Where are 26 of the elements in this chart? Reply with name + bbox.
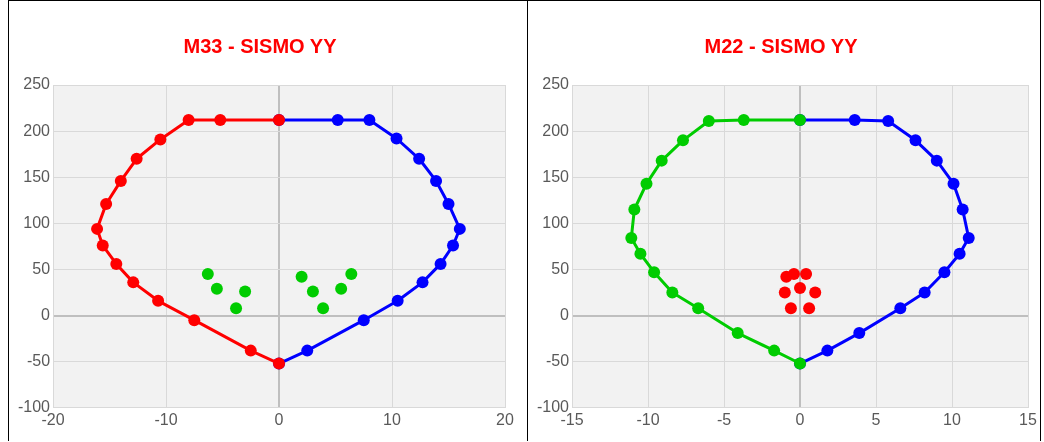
y-tick-label: 250 [542, 75, 570, 93]
y-tick-label: 150 [542, 167, 570, 185]
x-tick-label: 20 [496, 410, 514, 428]
y-tick-label: 100 [542, 213, 570, 231]
y-tick-label: -50 [545, 352, 570, 370]
x-tick-label: 0 [274, 410, 284, 428]
y-tick-label: 50 [32, 259, 51, 277]
x-tick-label: 15 [1019, 410, 1037, 428]
y-tick-label: 0 [560, 305, 570, 323]
y-tick-label: 50 [551, 259, 570, 277]
chart-title: M33 - SISMO YY [183, 34, 338, 57]
y-tick-label: 150 [23, 167, 51, 185]
y-tick-label: 250 [23, 75, 51, 93]
chart-title: M22 - SISMO YY [704, 34, 859, 57]
y-tick-label: 0 [41, 305, 51, 323]
y-tick-label: 100 [23, 213, 51, 231]
x-tick-label: 10 [383, 410, 402, 428]
y-tick-label: 200 [23, 121, 51, 139]
x-tick-label: -10 [636, 410, 660, 428]
x-tick-label: 10 [943, 410, 961, 428]
x-tick-label: -10 [154, 410, 178, 428]
x-tick-label: -5 [716, 410, 732, 428]
x-tick-label: 0 [795, 410, 805, 428]
y-tick-label: 200 [542, 121, 570, 139]
x-tick-label: 5 [871, 410, 881, 428]
y-tick-label: -50 [26, 352, 51, 370]
